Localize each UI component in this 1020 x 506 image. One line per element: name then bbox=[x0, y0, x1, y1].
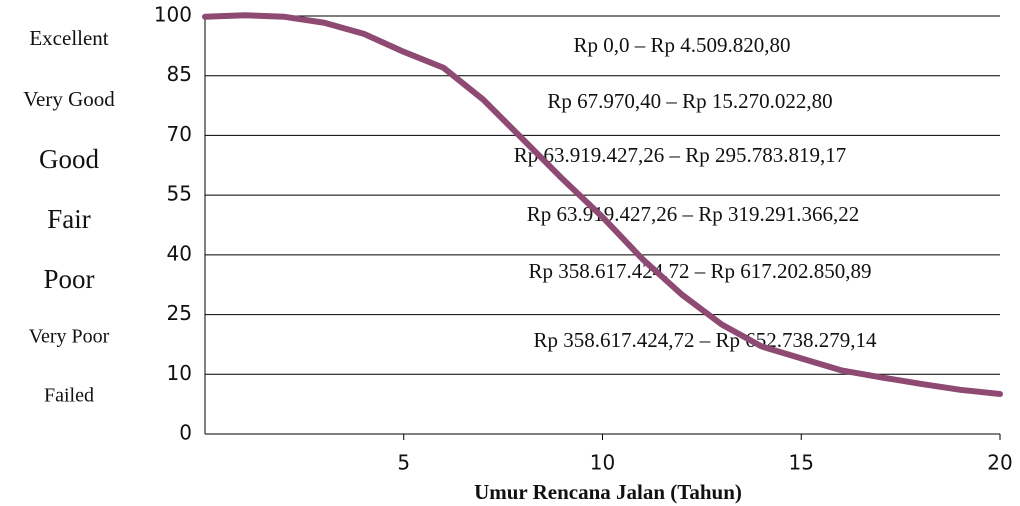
condition-label: Good bbox=[39, 144, 99, 174]
condition-label: Very Good bbox=[23, 87, 115, 111]
y-tick-label: 70 bbox=[167, 122, 192, 146]
condition-label: Excellent bbox=[29, 26, 108, 50]
annotation: Rp 67.970,40 – Rp 15.270.022,80 bbox=[547, 89, 832, 113]
condition-label: Very Poor bbox=[29, 326, 110, 348]
condition-label: Poor bbox=[43, 264, 94, 294]
annotation: Rp 358.617.424,72 – Rp 617.202.850,89 bbox=[528, 259, 871, 283]
y-tick-label: 25 bbox=[167, 301, 192, 325]
annotation: Rp 63.919.427,26 – Rp 319.291.366,22 bbox=[527, 202, 860, 226]
condition-label: Fair bbox=[47, 204, 91, 234]
condition-label: Failed bbox=[44, 385, 94, 407]
x-axis-label: Umur Rencana Jalan (Tahun) bbox=[474, 480, 742, 504]
x-tick-label: 15 bbox=[789, 451, 814, 475]
y-tick-label: 100 bbox=[154, 3, 192, 27]
x-tick-label: 20 bbox=[987, 451, 1012, 475]
annotation: Rp 0,0 – Rp 4.509.820,80 bbox=[573, 33, 790, 57]
y-tick-label: 10 bbox=[167, 361, 192, 385]
x-tick-label: 10 bbox=[590, 451, 615, 475]
annotation: Rp 63.919.427,26 – Rp 295.783.819,17 bbox=[514, 143, 847, 167]
y-tick-label: 40 bbox=[167, 241, 192, 265]
y-tick-label: 0 bbox=[179, 421, 192, 445]
x-tick-label: 5 bbox=[397, 451, 410, 475]
y-tick-label: 85 bbox=[167, 62, 192, 86]
y-tick-label: 55 bbox=[167, 182, 192, 206]
line-series bbox=[202, 12, 1003, 397]
annotation: Rp 358.617.424,72 – Rp 652.738.279,14 bbox=[533, 328, 877, 352]
